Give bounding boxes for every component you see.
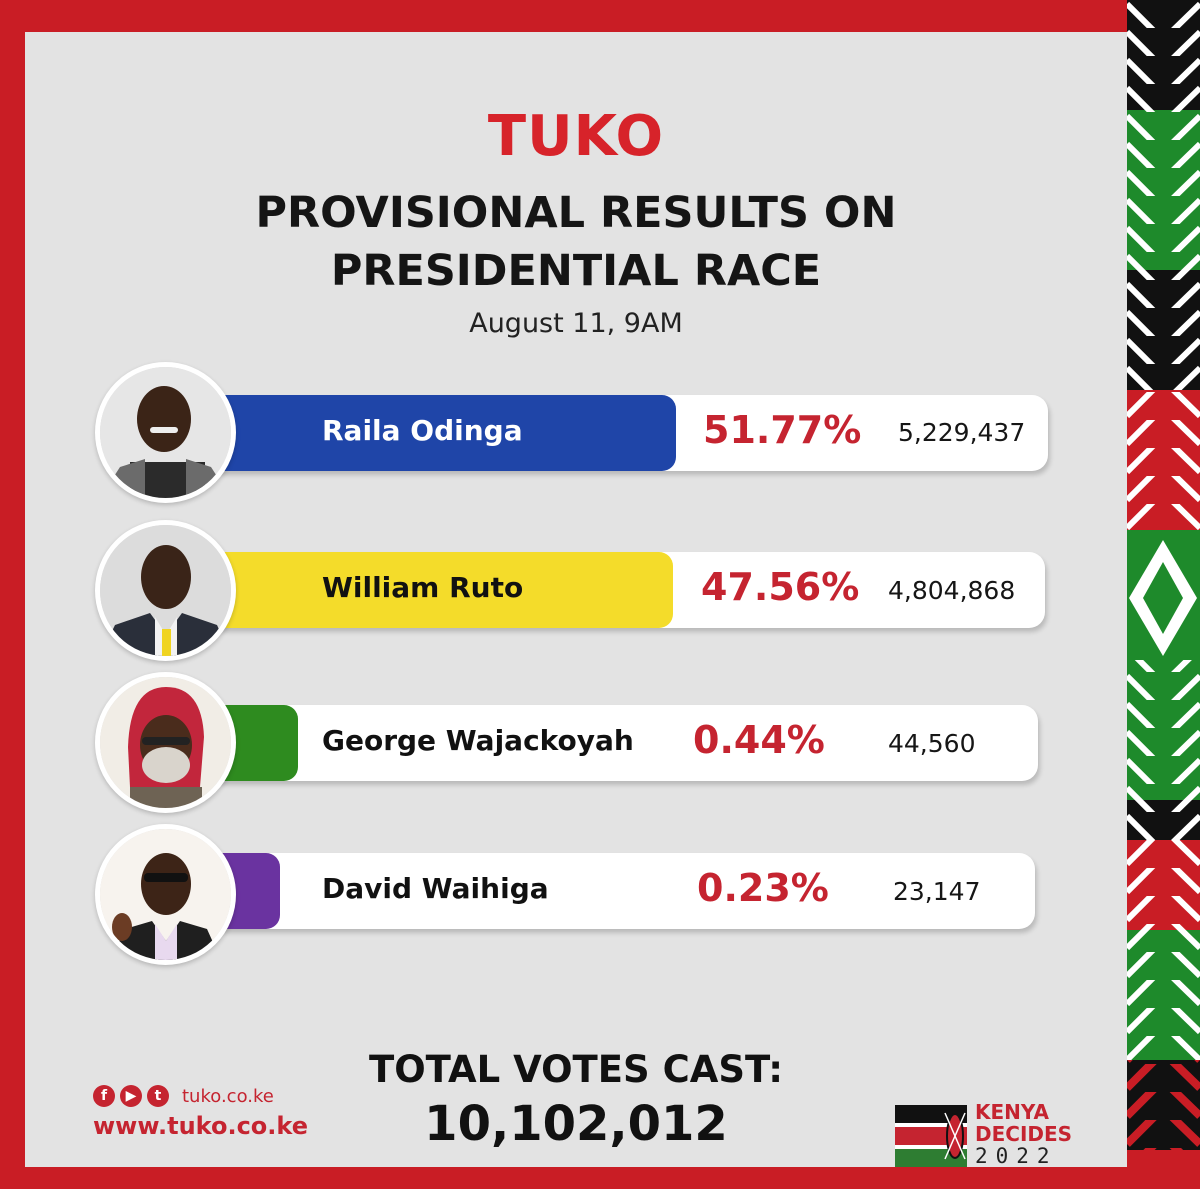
avatar [95, 520, 236, 661]
youtube-icon[interactable]: ▶ [120, 1085, 142, 1107]
vote-count: 44,560 [888, 729, 976, 758]
avatar [95, 824, 236, 965]
website-link[interactable]: www.tuko.co.ke [93, 1112, 309, 1140]
timestamp: August 11, 9AM [469, 308, 683, 339]
vote-percent: 51.77% [703, 408, 862, 452]
result-card [205, 853, 1035, 929]
facebook-icon[interactable]: f [93, 1085, 115, 1107]
person-photo-icon [100, 677, 231, 808]
candidate-name: George Wajackoyah [322, 724, 634, 757]
candidate-name: William Ruto [322, 571, 524, 604]
campaign-line-3: 2022 [975, 1144, 1058, 1168]
candidate-name: David Waihiga [322, 872, 549, 905]
chevron-pattern-icon [1127, 0, 1200, 1189]
page-title: PROVISIONAL RESULTS ON PRESIDENTIAL RACE [25, 184, 1127, 300]
campaign-line-1: KENYA [975, 1100, 1049, 1124]
campaign-line-2: DECIDES [975, 1122, 1073, 1146]
person-photo-icon [100, 525, 231, 656]
person-photo-icon [100, 367, 231, 498]
vote-bar [205, 395, 676, 471]
avatar [95, 672, 236, 813]
twitter-icon[interactable]: t [147, 1085, 169, 1107]
vote-bar [205, 552, 673, 628]
vote-percent: 0.23% [697, 866, 829, 910]
kenya-flag-icon [895, 1105, 967, 1167]
vote-percent: 47.56% [701, 565, 860, 609]
person-photo-icon [100, 829, 231, 960]
vote-count: 23,147 [893, 877, 981, 906]
campaign-text: KENYA DECIDES 2022 [975, 1101, 1072, 1167]
social-handle[interactable]: tuko.co.ke [182, 1085, 274, 1107]
vote-percent: 0.44% [693, 718, 825, 762]
kenyan-chevron-pattern [1127, 0, 1200, 1189]
vote-count: 5,229,437 [898, 418, 1026, 447]
total-votes-label: TOTAL VOTES CAST: [368, 1048, 784, 1091]
kenya-decides-badge: KENYA DECIDES 2022 [895, 1057, 1095, 1167]
vote-count: 4,804,868 [888, 576, 1016, 605]
total-votes-value: 10,102,012 [424, 1096, 728, 1152]
result-card [205, 705, 1038, 781]
title-line-1: PROVISIONAL RESULTS ON [255, 188, 897, 238]
social-links: f ▶ t tuko.co.ke [93, 1085, 274, 1107]
candidate-name: Raila Odinga [322, 414, 523, 447]
tuko-logo: TUKO [487, 104, 665, 169]
infographic-panel: TUKO PROVISIONAL RESULTS ON PRESIDENTIAL… [25, 32, 1127, 1167]
avatar [95, 362, 236, 503]
title-line-2: PRESIDENTIAL RACE [330, 246, 822, 296]
